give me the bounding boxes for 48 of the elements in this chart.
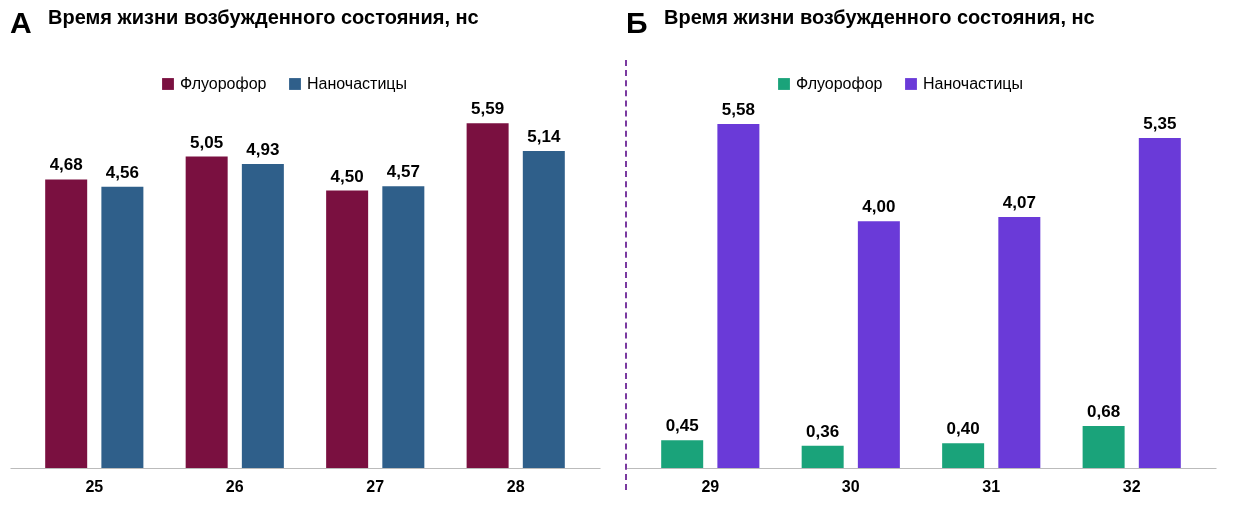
- data-label: 0,68: [1087, 402, 1121, 422]
- bar: [998, 217, 1041, 468]
- data-label: 4,07: [1002, 193, 1036, 213]
- legend-label: Наночастицы: [307, 75, 407, 92]
- text: А: [10, 6, 32, 40]
- data-label: 5,05: [190, 132, 224, 152]
- bar: [241, 163, 284, 468]
- legend-label: Флуорофор: [796, 75, 883, 92]
- x-tick-label: 30: [841, 477, 860, 495]
- bar: [942, 443, 985, 468]
- text: Б: [626, 6, 648, 40]
- bar: [382, 186, 425, 468]
- data-label: 4,00: [862, 197, 896, 217]
- data-label: 5,35: [1143, 114, 1177, 134]
- chart-title: Время жизни возбужденного состояния, нс: [664, 6, 1095, 28]
- bar: [661, 440, 704, 468]
- bar: [522, 151, 565, 468]
- bar: [185, 156, 228, 468]
- x-tick-label: 26: [225, 477, 244, 495]
- bar: [1138, 138, 1181, 468]
- bar: [45, 179, 88, 468]
- bar: [1082, 426, 1125, 468]
- chart-title: Время жизни возбужденного состояния, нс: [48, 6, 479, 28]
- data-label: 0,36: [806, 421, 840, 441]
- bar: [101, 186, 144, 468]
- data-label: 0,45: [665, 416, 699, 436]
- x-tick-label: 27: [366, 477, 385, 495]
- data-label: 4,93: [246, 139, 280, 159]
- data-label: 5,59: [471, 99, 505, 119]
- x-tick-label: 29: [701, 477, 720, 495]
- x-tick-label: 25: [85, 477, 104, 495]
- legend-label: Флуорофор: [180, 75, 267, 92]
- data-label: 0,40: [946, 419, 980, 439]
- bar: [466, 123, 509, 468]
- bar: [717, 123, 760, 468]
- data-label: 4,68: [49, 155, 83, 175]
- data-label: 4,56: [105, 162, 139, 182]
- data-label: 4,57: [386, 162, 420, 182]
- data-label: 4,50: [330, 166, 364, 186]
- x-tick-label: 31: [982, 477, 1001, 495]
- data-label: 5,14: [527, 127, 561, 147]
- bar: [801, 445, 844, 468]
- bar: [857, 221, 900, 468]
- x-tick-label: 32: [1122, 477, 1141, 495]
- x-tick-label: 28: [506, 477, 525, 495]
- bar: [326, 190, 369, 468]
- data-label: 5,58: [721, 99, 755, 119]
- legend-label: Наночастицы: [923, 75, 1023, 92]
